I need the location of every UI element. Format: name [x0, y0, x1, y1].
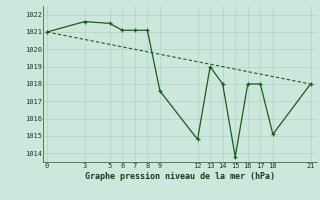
X-axis label: Graphe pression niveau de la mer (hPa): Graphe pression niveau de la mer (hPa): [85, 172, 275, 181]
